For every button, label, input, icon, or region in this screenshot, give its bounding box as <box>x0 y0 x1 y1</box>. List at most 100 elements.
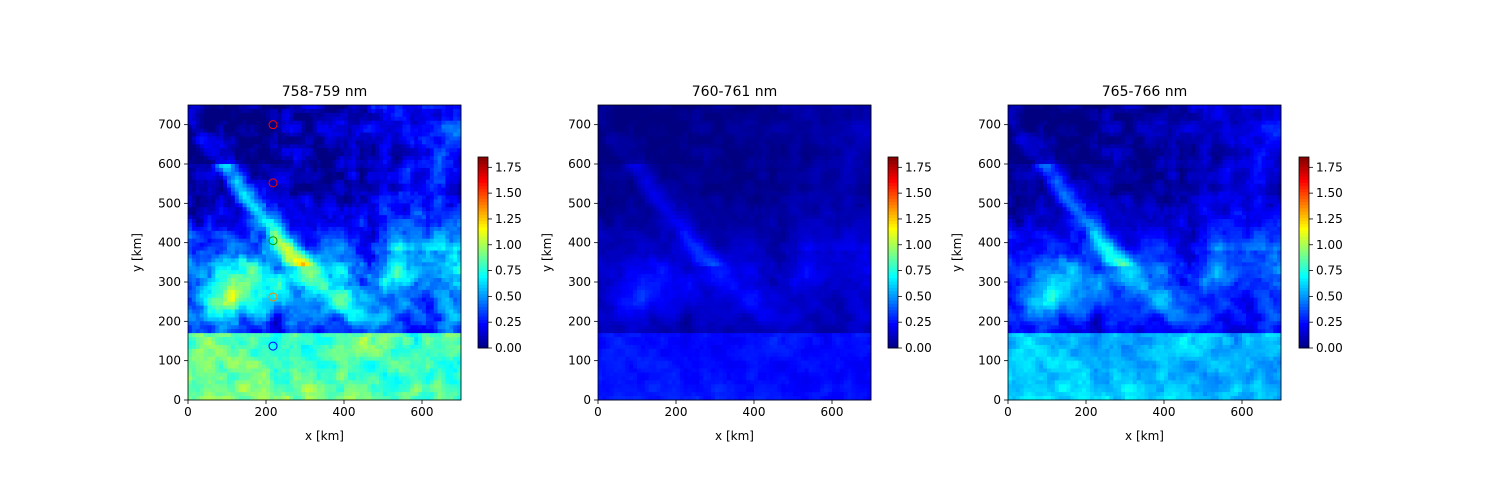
heatmap-cell <box>328 175 333 181</box>
heatmap-cell <box>312 223 318 228</box>
heatmap-cell <box>297 266 302 271</box>
heatmap-cell <box>227 171 232 177</box>
heatmap-cell <box>254 289 259 295</box>
heatmap-cell <box>211 258 216 263</box>
heatmap-cell <box>293 128 298 133</box>
heatmap-cell <box>425 278 431 283</box>
heatmap-cell <box>441 128 446 133</box>
heatmap-cell <box>418 293 423 299</box>
heatmap-cell <box>328 152 333 157</box>
heatmap-cell <box>215 250 220 255</box>
heatmap-cell <box>414 333 419 338</box>
heatmap-cell <box>246 278 251 283</box>
heatmap-cell <box>386 337 392 342</box>
heatmap-cell <box>379 380 384 385</box>
heatmap-cell <box>344 313 349 318</box>
heatmap-cell <box>293 191 298 196</box>
heatmap-cell <box>324 364 329 369</box>
heatmap-cell <box>308 199 314 204</box>
heatmap-cell <box>375 364 380 369</box>
heatmap-cell <box>383 195 388 200</box>
heatmap-cell <box>227 325 232 330</box>
heatmap-cell <box>281 250 286 255</box>
heatmap-cell <box>410 293 415 299</box>
heatmap-cell <box>344 242 349 247</box>
heatmap-cell <box>281 254 286 259</box>
heatmap-cell <box>227 191 232 196</box>
heatmap-cell <box>410 156 415 161</box>
heatmap-cell <box>195 179 201 185</box>
heatmap-cell <box>414 321 419 326</box>
heatmap-cell <box>383 223 388 228</box>
heatmap-cell <box>414 325 419 330</box>
heatmap-cell <box>422 258 427 263</box>
heatmap-cell <box>371 132 376 137</box>
heatmap-cell <box>266 238 271 244</box>
heatmap-cell <box>340 124 345 129</box>
heatmap-cell <box>340 254 345 259</box>
heatmap-cell <box>312 313 318 318</box>
heatmap-cell <box>379 301 384 306</box>
heatmap-cell <box>305 262 310 267</box>
heatmap-cell <box>316 124 321 129</box>
heatmap-cell <box>324 148 329 153</box>
heatmap-cell <box>367 262 372 267</box>
heatmap-cell <box>336 380 341 385</box>
heatmap-cell <box>227 262 232 267</box>
heatmap-cell <box>277 254 282 259</box>
heatmap-cell <box>262 309 267 314</box>
heatmap-cell <box>301 356 306 362</box>
heatmap-cell <box>383 356 388 362</box>
heatmap-cell <box>340 230 345 236</box>
heatmap-cell <box>363 152 368 157</box>
heatmap-cell <box>250 156 255 161</box>
heatmap-cell <box>223 384 228 389</box>
heatmap-cell <box>340 207 345 212</box>
heatmap-cell <box>234 360 240 365</box>
heatmap-cell <box>363 293 368 299</box>
heatmap-cell <box>449 285 454 291</box>
heatmap-cell <box>258 368 263 373</box>
heatmap-cell <box>238 140 243 145</box>
heatmap-cell <box>199 215 204 220</box>
heatmap-cell <box>297 128 302 133</box>
heatmap-cell <box>262 191 267 196</box>
heatmap-cell <box>230 254 236 259</box>
heatmap-cell <box>223 160 228 165</box>
heatmap-cell <box>336 175 341 181</box>
heatmap-cell <box>336 124 341 129</box>
heatmap-cell <box>258 238 263 244</box>
heatmap-cell <box>273 380 279 385</box>
heatmap-cell <box>254 108 259 114</box>
heatmap-cell <box>312 348 318 354</box>
heatmap-cell <box>351 356 357 362</box>
heatmap-cell <box>258 179 263 185</box>
heatmap-cell <box>211 203 216 208</box>
heatmap-cell <box>371 203 376 208</box>
heatmap-cell <box>324 360 329 365</box>
heatmap-cell <box>230 105 236 110</box>
heatmap-cell <box>316 160 321 165</box>
heatmap-cell <box>269 333 275 338</box>
heatmap-cell <box>457 223 462 228</box>
heatmap-cell <box>305 305 310 310</box>
heatmap-cell <box>199 337 204 342</box>
heatmap-cell <box>262 112 267 118</box>
heatmap-cell <box>246 219 251 224</box>
heatmap-cell <box>195 376 201 381</box>
heatmap-cell <box>336 285 341 291</box>
heatmap-cell <box>347 270 353 275</box>
heatmap-cell <box>277 317 282 322</box>
heatmap-cell <box>347 297 353 303</box>
heatmap-cell <box>207 116 212 122</box>
heatmap-cell <box>359 148 364 153</box>
heatmap-cell <box>344 348 349 354</box>
heatmap-cell <box>355 372 360 377</box>
heatmap-cell <box>418 226 423 232</box>
heatmap-cell <box>262 274 267 279</box>
heatmap-cell <box>250 356 255 362</box>
heatmap-cell <box>269 246 275 251</box>
heatmap-cell <box>254 274 259 279</box>
heatmap-cell <box>453 207 458 212</box>
heatmap-cell <box>316 191 321 196</box>
